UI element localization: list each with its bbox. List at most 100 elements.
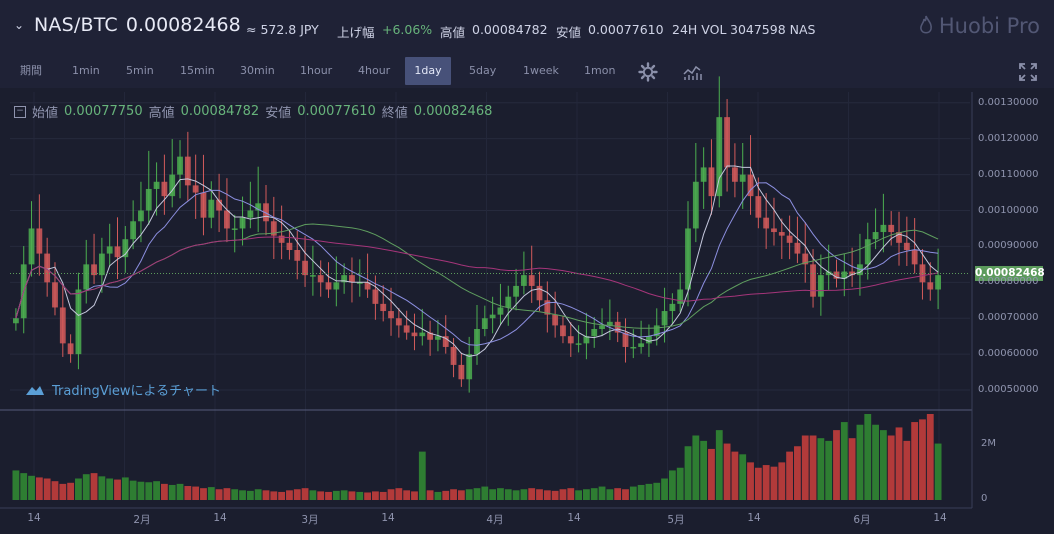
interval-1min[interactable]: 1min	[72, 64, 100, 77]
candle-body	[466, 354, 473, 380]
volume-bar	[379, 491, 387, 500]
interval-5day[interactable]: 5day	[469, 64, 497, 77]
volume-bar	[411, 491, 418, 500]
x-tick-label: 6月	[853, 514, 871, 526]
candle-body	[216, 199, 223, 211]
candle-body	[755, 196, 762, 218]
huobi-logo: Huobi Pro	[919, 14, 1040, 38]
fullscreen-icon[interactable]	[1018, 62, 1038, 82]
cloud-icon	[26, 385, 44, 395]
volume-bar	[153, 481, 160, 500]
volume-bar	[364, 492, 371, 500]
chevron-down-icon[interactable]: ⌄	[14, 18, 25, 32]
candle-body	[606, 321, 613, 326]
volume-bar	[98, 476, 106, 500]
volume-bar	[371, 491, 379, 500]
candle-body	[489, 314, 496, 319]
candle-body	[614, 321, 621, 333]
candle-body	[583, 336, 590, 344]
interval-1mon[interactable]: 1mon	[584, 64, 616, 77]
volume-bar	[278, 491, 286, 500]
close-value: 0.00082468	[413, 104, 493, 119]
chart-indicator-icon[interactable]	[682, 62, 702, 82]
market-header: ⌄ NAS/BTC 0.00082468 ≈ 572.8 JPY 上げ幅 +6.…	[0, 0, 1054, 54]
collapse-legend-icon[interactable]: −	[14, 105, 26, 118]
y-tick-label: 0.00110000	[978, 168, 1039, 180]
volume-bar	[223, 488, 231, 500]
x-tick-label: 14	[933, 512, 947, 524]
volume-bar	[770, 466, 778, 500]
volume-bar	[872, 424, 879, 500]
open-label: 始値	[32, 106, 59, 121]
volume-bar	[286, 490, 293, 500]
gear-icon[interactable]	[638, 62, 658, 82]
volume-bar	[395, 488, 403, 500]
candle-body	[309, 275, 316, 277]
volume-bar	[43, 478, 51, 500]
high-value: 0.00084782	[180, 104, 260, 119]
candle-body	[122, 239, 129, 258]
candle-body	[450, 346, 457, 365]
interval-1day[interactable]: 1day	[405, 57, 451, 85]
volume-bar	[192, 486, 200, 500]
volume-bar	[301, 488, 309, 500]
high-label: 高値	[148, 106, 175, 121]
candle-body	[224, 210, 230, 229]
candle-body	[560, 325, 566, 337]
volume-bar	[879, 430, 887, 500]
interval-30min[interactable]: 30min	[240, 64, 275, 77]
candle-body	[208, 199, 215, 218]
candle-body	[646, 336, 652, 344]
volume-bar	[801, 435, 809, 500]
candle-body	[255, 203, 262, 211]
candle-body	[896, 232, 902, 243]
candle-body	[880, 224, 887, 233]
candle-body	[700, 167, 707, 182]
candle-body	[544, 300, 551, 315]
interval-1hour[interactable]: 1hour	[300, 64, 333, 77]
x-tick-label: 14	[381, 512, 395, 524]
interval-5min[interactable]: 5min	[126, 64, 154, 77]
candle-body	[685, 228, 691, 290]
interval-1week[interactable]: 1week	[523, 64, 559, 77]
volume-bar	[356, 491, 364, 500]
candle-body	[739, 174, 746, 182]
tradingview-watermark[interactable]: TradingViewによるチャート	[24, 380, 221, 399]
candle-body	[325, 282, 332, 290]
volume-bar	[762, 465, 770, 500]
interval-15min[interactable]: 15min	[180, 64, 215, 77]
candle-body	[935, 275, 941, 290]
volume-bar	[293, 489, 301, 500]
candle-body	[505, 296, 512, 308]
volume-bar	[645, 483, 653, 500]
candle-body	[513, 285, 519, 297]
change-label: 上げ幅	[337, 25, 375, 40]
volume-bar	[426, 490, 434, 500]
candle-body	[380, 303, 387, 312]
pair-selector[interactable]: ⌄ NAS/BTC 0.00082468	[14, 14, 241, 36]
volume-bar	[778, 462, 786, 500]
candle-body	[36, 228, 43, 254]
candle-body	[653, 325, 660, 337]
volume-bar	[715, 430, 723, 500]
volume-bar	[708, 448, 715, 500]
volume-bar	[637, 484, 645, 500]
interval-4hour[interactable]: 4hour	[358, 64, 391, 77]
candle-body	[669, 303, 676, 312]
volume-bar	[403, 490, 411, 500]
candle-body	[794, 242, 801, 254]
volume-bar	[536, 489, 543, 500]
candle-body	[67, 343, 74, 355]
volume-bar	[629, 486, 637, 500]
volume-label: 24H VOL	[672, 22, 727, 37]
candle-body	[497, 307, 504, 315]
ma60-line	[15, 236, 939, 319]
x-tick-label: 14	[747, 512, 761, 524]
volume-bar	[473, 488, 481, 500]
candle-body	[13, 318, 19, 324]
volume-bar	[903, 440, 911, 500]
volume-bar	[20, 473, 28, 500]
x-tick-label: 4月	[486, 514, 504, 526]
volume-bar	[82, 474, 90, 500]
